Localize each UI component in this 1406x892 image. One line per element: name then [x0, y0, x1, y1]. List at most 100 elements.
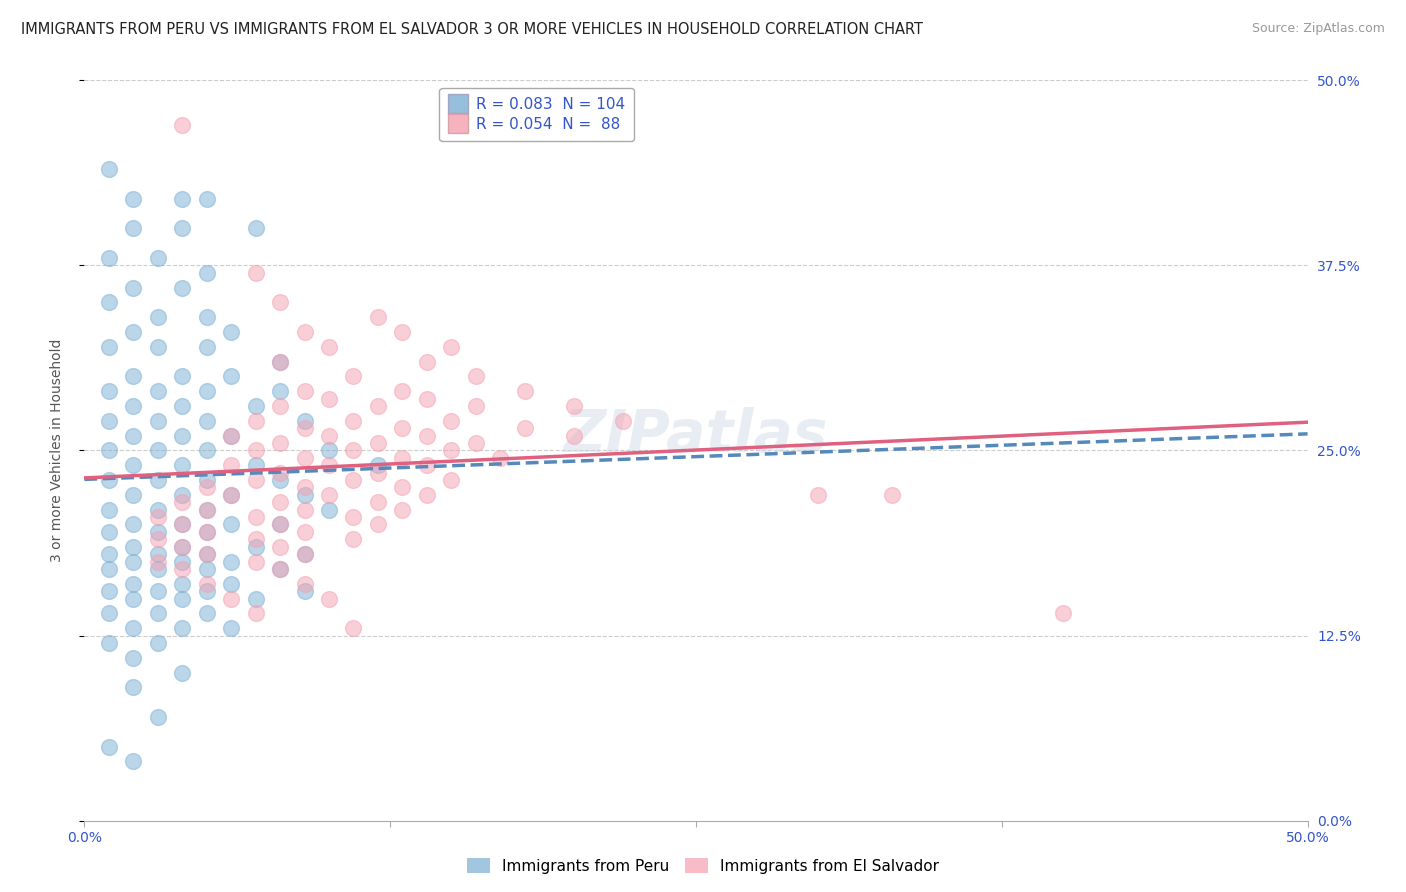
Point — [219, 488, 242, 502]
Point — [195, 310, 218, 325]
Point — [146, 710, 169, 724]
Point — [294, 547, 316, 561]
Point — [97, 524, 120, 539]
Point — [219, 621, 242, 635]
Point — [195, 576, 218, 591]
Point — [269, 562, 291, 576]
Point — [122, 488, 145, 502]
Point — [342, 621, 364, 635]
Point — [122, 681, 145, 695]
Point — [122, 458, 145, 473]
Point — [195, 266, 218, 280]
Point — [219, 591, 242, 606]
Point — [245, 555, 267, 569]
Point — [172, 540, 194, 554]
Point — [122, 192, 145, 206]
Point — [391, 421, 413, 435]
Point — [122, 621, 145, 635]
Point — [342, 510, 364, 524]
Point — [122, 399, 145, 413]
Point — [219, 488, 242, 502]
Point — [440, 473, 463, 487]
Point — [97, 562, 120, 576]
Point — [97, 607, 120, 621]
Point — [195, 547, 218, 561]
Point — [342, 369, 364, 384]
Point — [294, 421, 316, 435]
Text: IMMIGRANTS FROM PERU VS IMMIGRANTS FROM EL SALVADOR 3 OR MORE VEHICLES IN HOUSEH: IMMIGRANTS FROM PERU VS IMMIGRANTS FROM … — [21, 22, 924, 37]
Point — [294, 450, 316, 465]
Point — [294, 502, 316, 516]
Point — [245, 221, 267, 235]
Point — [513, 421, 536, 435]
Point — [219, 428, 242, 442]
Point — [219, 576, 242, 591]
Point — [195, 443, 218, 458]
Point — [245, 607, 267, 621]
Point — [172, 562, 194, 576]
Point — [318, 340, 340, 354]
Point — [97, 636, 120, 650]
Point — [172, 458, 194, 473]
Point — [195, 607, 218, 621]
Point — [440, 340, 463, 354]
Point — [122, 369, 145, 384]
Point — [172, 192, 194, 206]
Point — [97, 384, 120, 399]
Point — [219, 517, 242, 532]
Point — [391, 384, 413, 399]
Point — [97, 340, 120, 354]
Point — [122, 650, 145, 665]
Point — [172, 517, 194, 532]
Point — [122, 555, 145, 569]
Text: ZIPatlas: ZIPatlas — [564, 407, 828, 464]
Point — [489, 450, 512, 465]
Point — [269, 354, 291, 368]
Point — [294, 480, 316, 494]
Point — [391, 502, 413, 516]
Point — [1052, 607, 1074, 621]
Point — [294, 488, 316, 502]
Point — [122, 540, 145, 554]
Point — [367, 436, 389, 450]
Point — [195, 192, 218, 206]
Point — [146, 310, 169, 325]
Point — [195, 480, 218, 494]
Point — [269, 399, 291, 413]
Point — [122, 325, 145, 339]
Point — [294, 547, 316, 561]
Point — [367, 466, 389, 480]
Point — [245, 533, 267, 547]
Point — [294, 584, 316, 599]
Legend: R = 0.083  N = 104, R = 0.054  N =  88: R = 0.083 N = 104, R = 0.054 N = 88 — [440, 88, 634, 141]
Point — [807, 488, 830, 502]
Point — [122, 576, 145, 591]
Point — [195, 502, 218, 516]
Point — [269, 436, 291, 450]
Text: Source: ZipAtlas.com: Source: ZipAtlas.com — [1251, 22, 1385, 36]
Y-axis label: 3 or more Vehicles in Household: 3 or more Vehicles in Household — [49, 339, 63, 562]
Point — [367, 310, 389, 325]
Point — [195, 524, 218, 539]
Point — [612, 414, 634, 428]
Point — [195, 340, 218, 354]
Point — [391, 480, 413, 494]
Point — [318, 428, 340, 442]
Point — [245, 510, 267, 524]
Point — [318, 488, 340, 502]
Point — [146, 555, 169, 569]
Point — [122, 280, 145, 294]
Point — [146, 584, 169, 599]
Point — [367, 399, 389, 413]
Point — [391, 325, 413, 339]
Point — [172, 399, 194, 413]
Point — [146, 443, 169, 458]
Point — [269, 540, 291, 554]
Point — [195, 414, 218, 428]
Point — [464, 436, 486, 450]
Point — [245, 399, 267, 413]
Point — [219, 325, 242, 339]
Point — [122, 591, 145, 606]
Point — [294, 524, 316, 539]
Point — [318, 458, 340, 473]
